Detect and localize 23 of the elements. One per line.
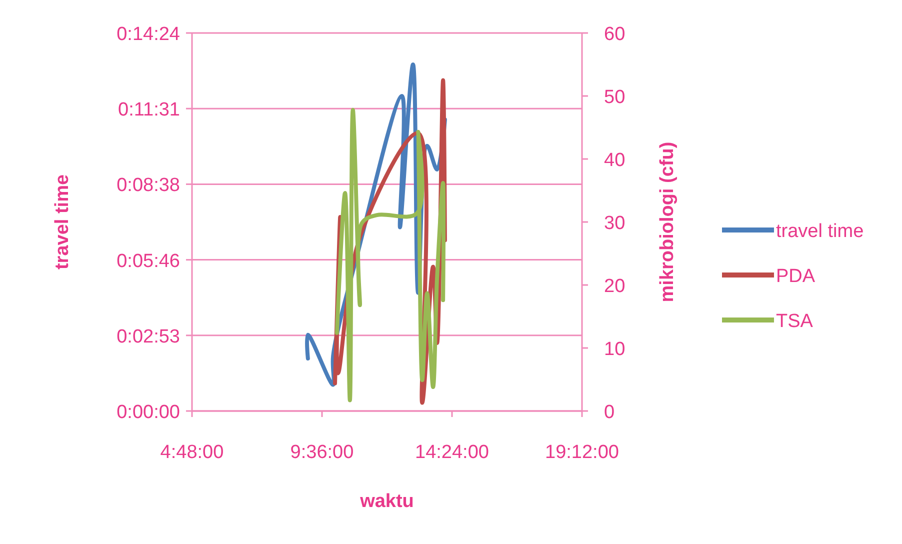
x-tick-label: 19:12:00	[545, 442, 619, 463]
y-tick-label: 0:08:38	[116, 175, 180, 196]
y2-tick-label: 0	[604, 402, 615, 423]
legend-label: PDA	[776, 266, 816, 287]
y-tick-label: 0:00:00	[116, 402, 180, 423]
x-axis-title: waktu	[359, 491, 414, 512]
y2-tick-label: 50	[604, 87, 626, 108]
y-tick-label: 0:11:31	[118, 100, 180, 121]
y-axis-title: travel time	[52, 174, 73, 270]
y2-tick-label: 60	[604, 24, 626, 45]
y2-tick-label: 20	[604, 276, 626, 297]
y-tick-label: 0:14:24	[116, 24, 180, 45]
y2-axis-title: mikrobiologi (cfu)	[657, 142, 678, 302]
legend-label: travel time	[776, 221, 864, 242]
x-tick-label: 14:24:00	[415, 442, 489, 463]
x-tick-label: 9:36:00	[290, 442, 354, 463]
x-tick-label: 4:48:00	[160, 442, 224, 463]
y2-tick-label: 30	[604, 213, 626, 234]
y2-tick-label: 10	[604, 339, 626, 360]
legend-label: TSA	[776, 311, 814, 332]
y-tick-label: 0:05:46	[116, 250, 180, 272]
y2-tick-label: 40	[604, 150, 626, 171]
y-tick-label: 0:02:53	[116, 326, 180, 348]
